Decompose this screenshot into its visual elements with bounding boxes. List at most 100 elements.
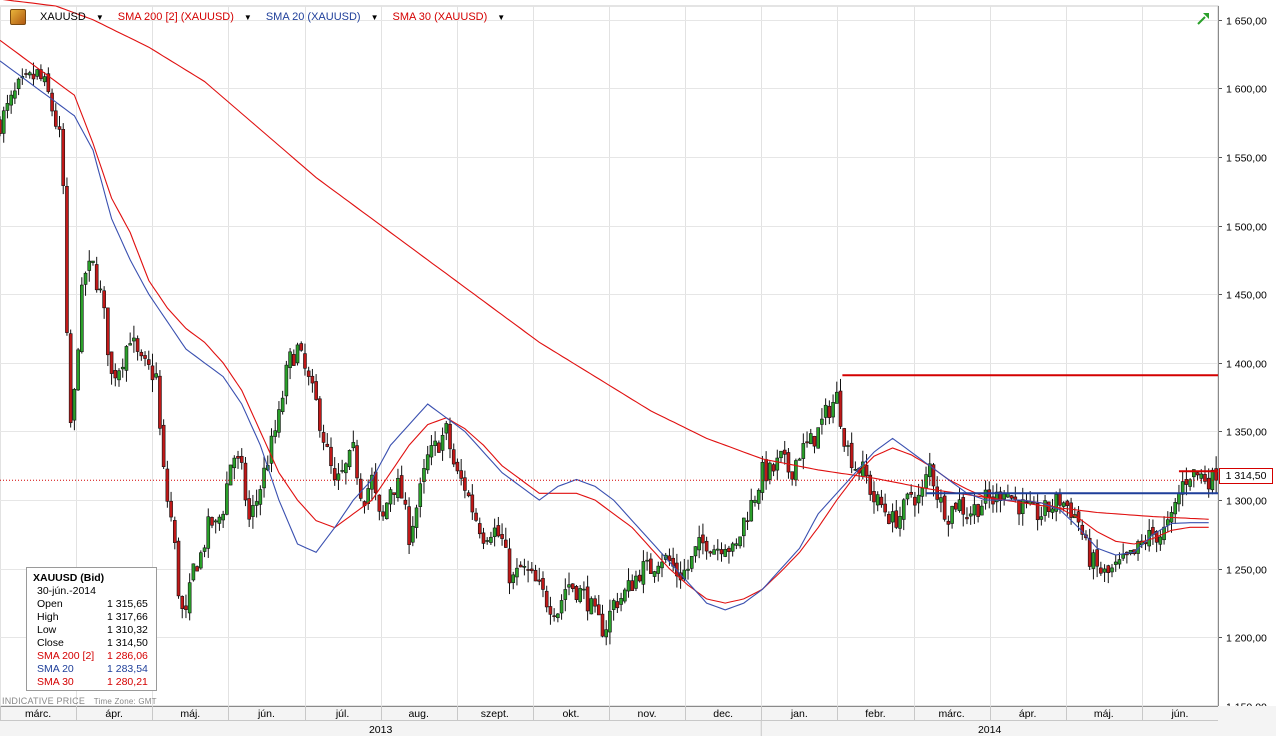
candle-body [161, 424, 166, 468]
candle-body [24, 73, 28, 75]
candle-body [411, 525, 415, 543]
candle-body [593, 598, 597, 607]
candle-body [65, 186, 69, 333]
candle-body [589, 598, 594, 615]
candle-body [805, 441, 809, 444]
candle-body [358, 478, 363, 499]
indicator-sma30-label: SMA 30 (XAUUSD) [392, 11, 488, 23]
candle-body [1095, 549, 1099, 567]
candle-body [503, 539, 508, 548]
info-row-key: Low [37, 624, 57, 636]
candle-body [786, 452, 791, 473]
candle-body [5, 103, 10, 111]
candle-body [1, 110, 6, 134]
candle-body [366, 488, 370, 504]
candle-body [243, 462, 248, 501]
candle-body [489, 536, 493, 543]
candle-body [187, 582, 192, 614]
candle-body [262, 467, 266, 489]
candle-body [355, 445, 359, 479]
drawing-tool-icon[interactable] [1196, 10, 1212, 26]
candle-body [232, 457, 237, 469]
candle-body [608, 610, 612, 633]
candle-body [381, 511, 385, 517]
candle-body [481, 532, 486, 544]
candle-body [1054, 494, 1059, 512]
info-row-value: 1 283,54 [107, 663, 148, 675]
info-row: SMA 30 1 280,21 [27, 676, 156, 689]
candle-body [946, 520, 951, 525]
candle-body [738, 536, 742, 547]
candle-body [50, 92, 54, 112]
candle-body [972, 504, 977, 516]
candle-body [712, 549, 716, 555]
candle-body [853, 468, 858, 471]
candle-body [790, 471, 794, 480]
candle-body [660, 561, 664, 569]
x-tick-label: febr. [865, 708, 885, 720]
candle-body [1069, 502, 1073, 518]
candle-body [228, 464, 233, 486]
toolbar: XAUUSD ▼ SMA 200 [2] (XAUUSD) ▼ SMA 20 (… [0, 0, 505, 34]
candle-body [875, 494, 880, 506]
candle-body [39, 69, 43, 80]
info-row-key: Open [37, 598, 63, 610]
candle-body [336, 473, 341, 481]
candle-body [42, 76, 47, 83]
indicator-sma30-selector[interactable]: SMA 30 (XAUUSD) ▼ [393, 11, 506, 23]
candle-body [191, 563, 196, 581]
candle-body [31, 73, 36, 80]
candle-body [507, 548, 512, 584]
candle-body [474, 512, 478, 521]
current-price-label: 1 314,50 [1219, 468, 1273, 484]
candle-body [199, 552, 203, 569]
candle-body [258, 489, 263, 505]
year-label: 2013 [369, 724, 393, 736]
candle-body [1039, 516, 1044, 520]
x-tick-label: okt. [562, 708, 579, 720]
candle-body [901, 499, 906, 520]
candle-body [351, 442, 356, 449]
candle-body [961, 497, 966, 515]
candle-body [782, 449, 787, 455]
candle-body [611, 600, 616, 610]
x-tick-label: ápr. [1019, 708, 1037, 720]
candle-body [80, 284, 84, 353]
candle-body [827, 405, 832, 418]
info-row-key: SMA 20 [37, 663, 74, 675]
candle-body [202, 547, 207, 552]
candle-body [1158, 536, 1163, 545]
candle-body [898, 516, 902, 529]
candle-body [169, 500, 173, 518]
info-row: SMA 20 1 283,54 [27, 663, 156, 676]
caret-down-icon: ▼ [370, 12, 379, 22]
candle-body [325, 443, 330, 447]
candle-body [277, 409, 281, 433]
candle-body [1035, 503, 1040, 521]
indicator-sma20-selector[interactable]: SMA 20 (XAUUSD) ▼ [266, 11, 379, 23]
candle-body [994, 491, 999, 503]
y-tick-label: 1 550,00 [1226, 153, 1267, 165]
candle-body [515, 567, 519, 578]
candle-body [641, 561, 646, 585]
candle-body [794, 460, 798, 481]
candle-body [146, 359, 151, 365]
candle-body [1061, 502, 1066, 507]
symbol-selector[interactable]: XAUUSD ▼ [40, 11, 104, 23]
indicator-sma200-selector[interactable]: SMA 200 [2] (XAUUSD) ▼ [118, 11, 252, 23]
info-row-key: SMA 30 [37, 676, 74, 688]
candle-body [753, 499, 757, 503]
candle-body [563, 589, 568, 600]
x-tick-label: nov. [638, 708, 657, 720]
candle-body [53, 110, 58, 127]
candle-body [1113, 561, 1118, 565]
candle-body [998, 491, 1003, 502]
candle-body [916, 494, 921, 504]
candle-body [816, 427, 820, 449]
candle-body [485, 540, 490, 542]
y-tick-label: 1 650,00 [1226, 16, 1267, 28]
info-row-value: 1 315,65 [107, 598, 148, 610]
candle-body [950, 505, 954, 524]
candle-body [425, 454, 430, 471]
